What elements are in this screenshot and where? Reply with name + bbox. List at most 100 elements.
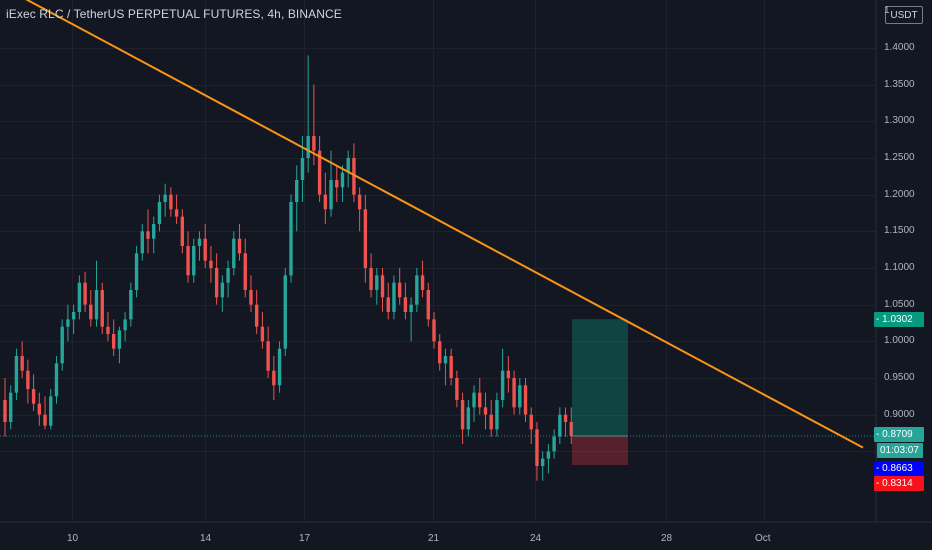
last-price-value: 0.8709 (882, 429, 913, 440)
price-label: 1.1000 (884, 262, 915, 273)
candle-body-up (117, 330, 122, 349)
candle-body-up (49, 396, 53, 426)
candle-body-up (558, 414, 562, 437)
candle-body-down (535, 429, 539, 466)
candle-body-down (37, 403, 42, 415)
stop-price-value: 0.8314 (882, 478, 913, 489)
stop-price-tag-marker: - (876, 478, 883, 489)
candle-body-down (569, 421, 573, 436)
candle-body-down (357, 194, 362, 210)
stop-price-tag: - 0.8314 (874, 476, 924, 491)
candle-body-up (466, 407, 471, 430)
candlestick-series[interactable] (3, 55, 573, 481)
symbol-title[interactable]: iExec RLC / TetherUS PERPETUAL FUTURES, … (6, 7, 342, 21)
candle-body-down (335, 179, 339, 188)
candle-body-down (563, 414, 568, 422)
candle-body-down (512, 377, 516, 408)
candle-body-down (420, 275, 425, 290)
candle-body-down (249, 289, 253, 305)
candle-body-up (283, 275, 287, 349)
candle-body-down (478, 392, 482, 408)
candle-body-down (174, 209, 179, 217)
candle-body-up (409, 304, 413, 312)
candle-body-up (220, 282, 225, 298)
price-label: 1.2500 (884, 152, 915, 163)
time-label: Oct (755, 533, 771, 544)
candle-body-down (489, 414, 493, 430)
candle-body-down (89, 304, 93, 320)
candle-body-down (3, 399, 7, 422)
drawings-layer[interactable] (0, 0, 876, 465)
candle-body-down (186, 245, 190, 276)
candle-body-down (272, 370, 276, 386)
candle-body-up (443, 355, 448, 364)
time-label: 28 (661, 533, 673, 544)
candle-body-down (214, 267, 219, 298)
candle-body-down (312, 135, 316, 151)
candle-body-up (14, 355, 19, 393)
trendline (25, 0, 864, 449)
candle-body-up (71, 311, 76, 320)
candle-body-down (254, 304, 259, 327)
candle-body-down (83, 282, 87, 305)
candle-body-down (317, 150, 322, 195)
candle-body-up (129, 289, 133, 320)
currency-button[interactable]: USDT (885, 6, 923, 24)
candle-body-up (329, 179, 333, 210)
candle-body-down (203, 238, 207, 261)
price-label: 1.0000 (884, 335, 915, 346)
candle-body-down (403, 297, 408, 312)
candle-body-up (60, 326, 64, 364)
candle-body-up (77, 282, 82, 312)
candle-body-down (237, 238, 242, 254)
candle-body-up (500, 370, 505, 400)
candle-body-up (134, 253, 139, 290)
entry-price-value: 0.8663 (882, 463, 913, 474)
candle-body-up (152, 223, 156, 239)
candle-body-down (369, 267, 373, 290)
candle-body-up (295, 179, 299, 202)
candle-body-up (157, 201, 162, 224)
price-label: 1.3500 (884, 79, 915, 90)
candle-body-up (546, 451, 551, 459)
candle-body-down (106, 326, 110, 334)
candle-body-down (31, 388, 36, 404)
candle-body-down (209, 260, 213, 268)
price-label: 1.2000 (884, 189, 915, 200)
candle-body-down (363, 209, 368, 268)
price-label: 1.1500 (884, 225, 915, 236)
candle-body-up (518, 385, 522, 408)
candle-body-down (438, 341, 442, 364)
candle-body-up (54, 363, 59, 397)
candle-body-up (123, 319, 127, 331)
candle-body-up (163, 194, 167, 202)
price-label: 0.9000 (884, 409, 915, 420)
candle-body-down (483, 407, 488, 415)
candle-body-up (226, 267, 230, 283)
candle-body-up (375, 275, 379, 290)
candle-body-down (20, 355, 24, 371)
candle-body-down (26, 370, 30, 389)
candle-body-down (426, 289, 430, 320)
candle-body-up (340, 172, 345, 188)
candle-body-up (197, 238, 202, 246)
time-label: 24 (530, 533, 542, 544)
candle-body-down (449, 355, 453, 378)
candle-body-down (111, 333, 116, 349)
candle-body-down (323, 194, 328, 210)
time-label: 14 (200, 533, 212, 544)
entry-price-tag-marker: - (876, 463, 883, 474)
candle-body-down (100, 289, 104, 327)
candle-body-up (495, 399, 499, 430)
time-label: 21 (428, 533, 440, 544)
candle-body-down (260, 326, 265, 342)
price-label: 1.3000 (884, 115, 915, 126)
price-label: 1.4000 (884, 42, 915, 53)
candle-body-down (169, 194, 173, 210)
candle-body-up (289, 201, 293, 276)
candle-body-down (352, 157, 356, 195)
candle-body-up (472, 392, 476, 408)
price-label: 1 (884, 5, 890, 16)
